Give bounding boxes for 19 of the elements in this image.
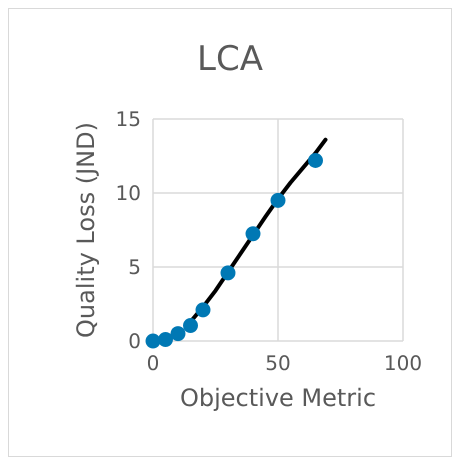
point bbox=[220, 265, 236, 280]
x-axis-title: Objective Metric bbox=[180, 384, 376, 412]
x-tick-label: 100 bbox=[384, 351, 422, 375]
chart-title: LCA bbox=[197, 39, 263, 79]
point bbox=[270, 192, 286, 208]
y-tick-label: 10 bbox=[116, 181, 141, 205]
point bbox=[146, 334, 160, 348]
point bbox=[183, 318, 198, 333]
y-tick-label: 15 bbox=[116, 107, 141, 131]
point bbox=[308, 152, 323, 168]
point bbox=[158, 332, 173, 348]
point bbox=[196, 302, 210, 318]
y-tick-label: 5 bbox=[128, 255, 141, 279]
x-tick-label: 50 bbox=[265, 351, 291, 375]
x-tick-label: 0 bbox=[146, 351, 160, 375]
y-tick-label: 0 bbox=[128, 329, 141, 353]
point bbox=[170, 326, 186, 342]
y-axis-title: Quality Loss (JND) bbox=[72, 122, 100, 338]
point bbox=[246, 226, 260, 242]
